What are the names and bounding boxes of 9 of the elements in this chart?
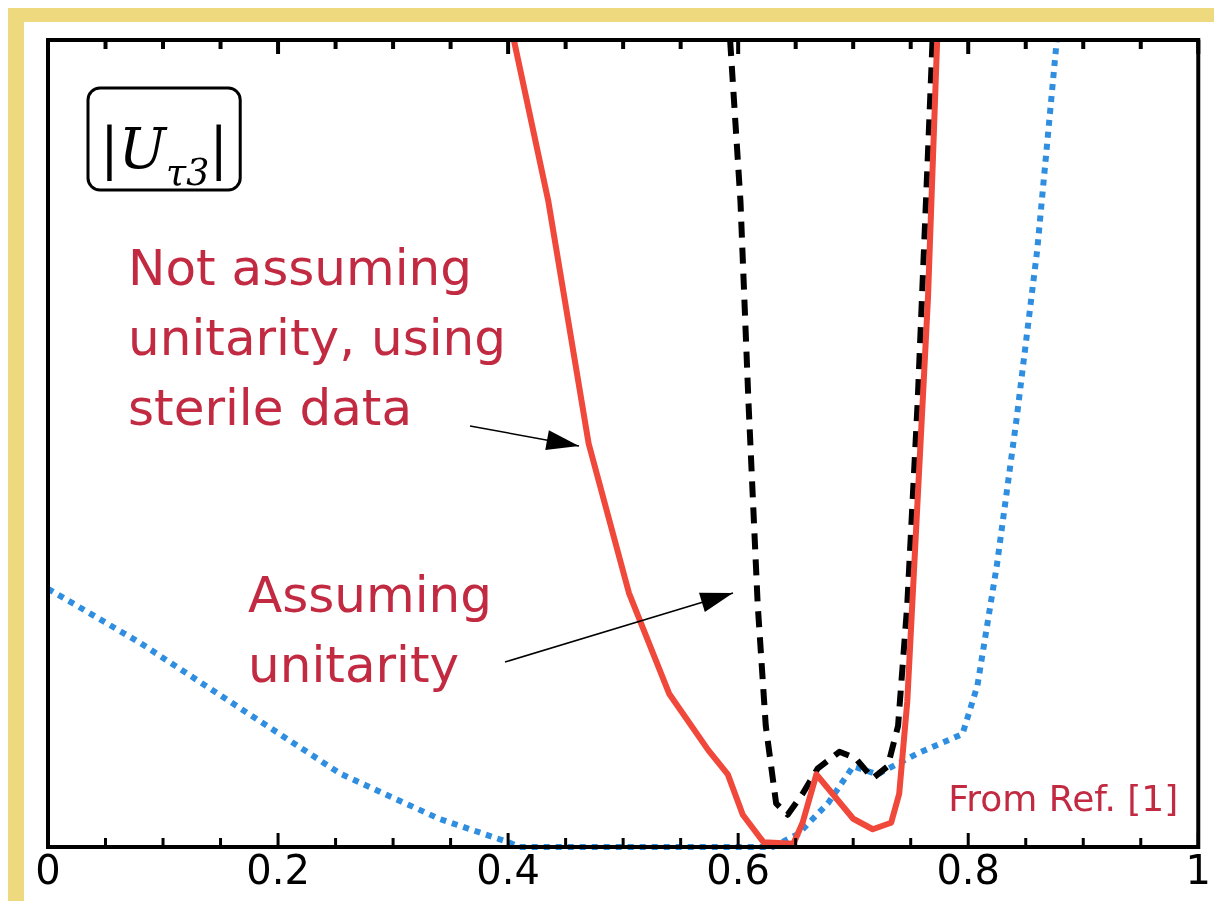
annotation: From Ref. [1] (948, 778, 1179, 819)
x-tick-label: 0.8 (936, 847, 1001, 894)
annotation: Assuming unitarity (248, 566, 493, 694)
x-tick-label: 0 (35, 847, 61, 894)
x-tick-label: 0.6 (706, 847, 770, 894)
annotation: Not assuming unitarity, using sterile data (128, 239, 507, 437)
x-tick-label: 1 (1185, 847, 1211, 894)
x-tick-label: 0.2 (246, 847, 310, 894)
x-tick-label: 0.4 (476, 847, 540, 894)
